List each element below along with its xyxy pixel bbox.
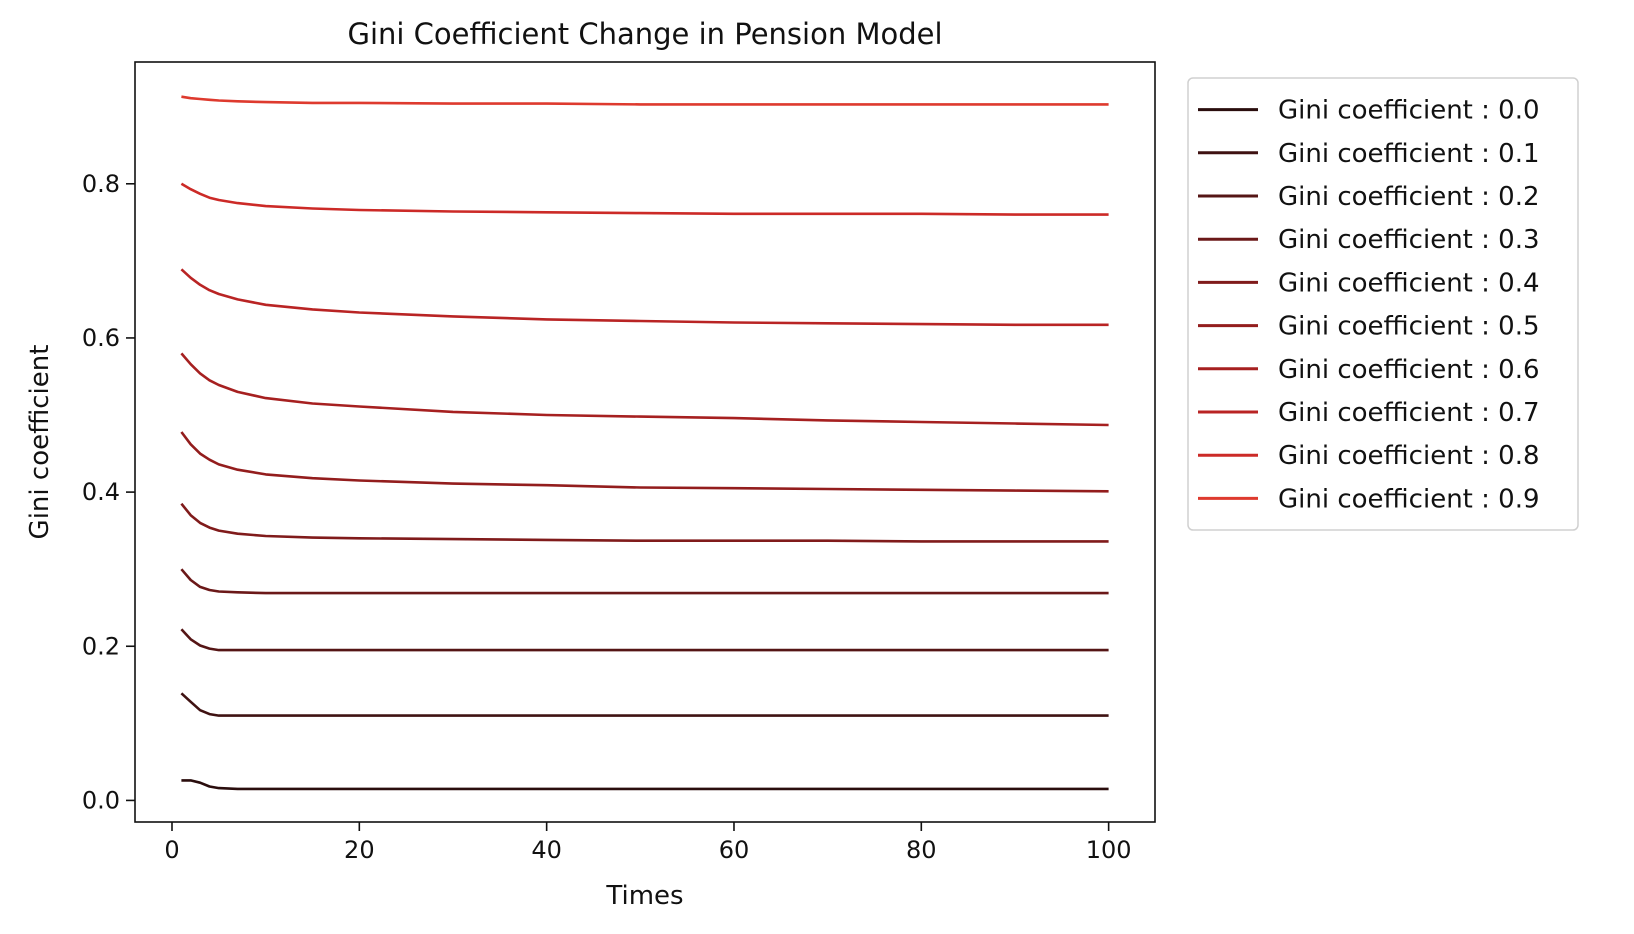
series-line-0 [181, 779, 1109, 791]
plot-series [180, 95, 1109, 791]
x-tick-label: 100 [1086, 836, 1132, 864]
x-tick-label: 20 [344, 836, 375, 864]
legend-entry: Gini coefficient : 0.1 [1278, 139, 1540, 169]
series-line-4 [180, 502, 1109, 543]
x-axis-label: Times [605, 881, 683, 911]
legend-entry: Gini coefficient : 0.6 [1278, 355, 1540, 385]
x-tick-label: 80 [906, 836, 937, 864]
y-axis: 0.0 0.2 0.4 0.6 0.8 [82, 170, 135, 814]
y-axis-label: Gini coefficient [25, 345, 55, 540]
legend-entry: Gini coefficient : 0.5 [1278, 312, 1540, 342]
series-line-3 [180, 568, 1109, 595]
x-tick-label: 40 [531, 836, 562, 864]
y-tick-label: 0.6 [82, 324, 120, 352]
legend-box [1187, 77, 1579, 531]
legend-entry: Gini coefficient : 0.9 [1278, 484, 1540, 514]
y-tick-label: 0.8 [82, 170, 120, 198]
legend-entry: Gini coefficient : 0.4 [1278, 268, 1540, 298]
y-tick-label: 0.2 [82, 632, 120, 660]
x-axis: 0 20 40 60 80 100 [164, 822, 1132, 864]
series-line-6 [180, 352, 1109, 427]
x-tick-label: 60 [719, 836, 750, 864]
legend-entry: Gini coefficient : 0.7 [1278, 398, 1540, 428]
legend-entry: Gini coefficient : 0.2 [1278, 182, 1540, 212]
series-line-8 [180, 182, 1109, 216]
series-line-9 [181, 95, 1109, 106]
y-tick-label: 0.0 [82, 786, 120, 814]
series-line-1 [180, 692, 1109, 717]
legend-entry: Gini coefficient : 0.0 [1278, 96, 1540, 126]
x-tick-label: 0 [164, 836, 179, 864]
legend-entry: Gini coefficient : 0.3 [1278, 225, 1540, 255]
legend: Gini coefficient : 0.0 Gini coefficient :… [1187, 77, 1579, 531]
series-line-5 [180, 431, 1109, 493]
y-tick-label: 0.4 [82, 478, 120, 506]
series-line-7 [180, 268, 1109, 327]
legend-entry: Gini coefficient : 0.8 [1278, 441, 1540, 471]
chart-title: Gini Coefficient Change in Pension Model [347, 17, 942, 51]
plot-frame [134, 61, 1156, 823]
series-line-2 [180, 628, 1109, 652]
